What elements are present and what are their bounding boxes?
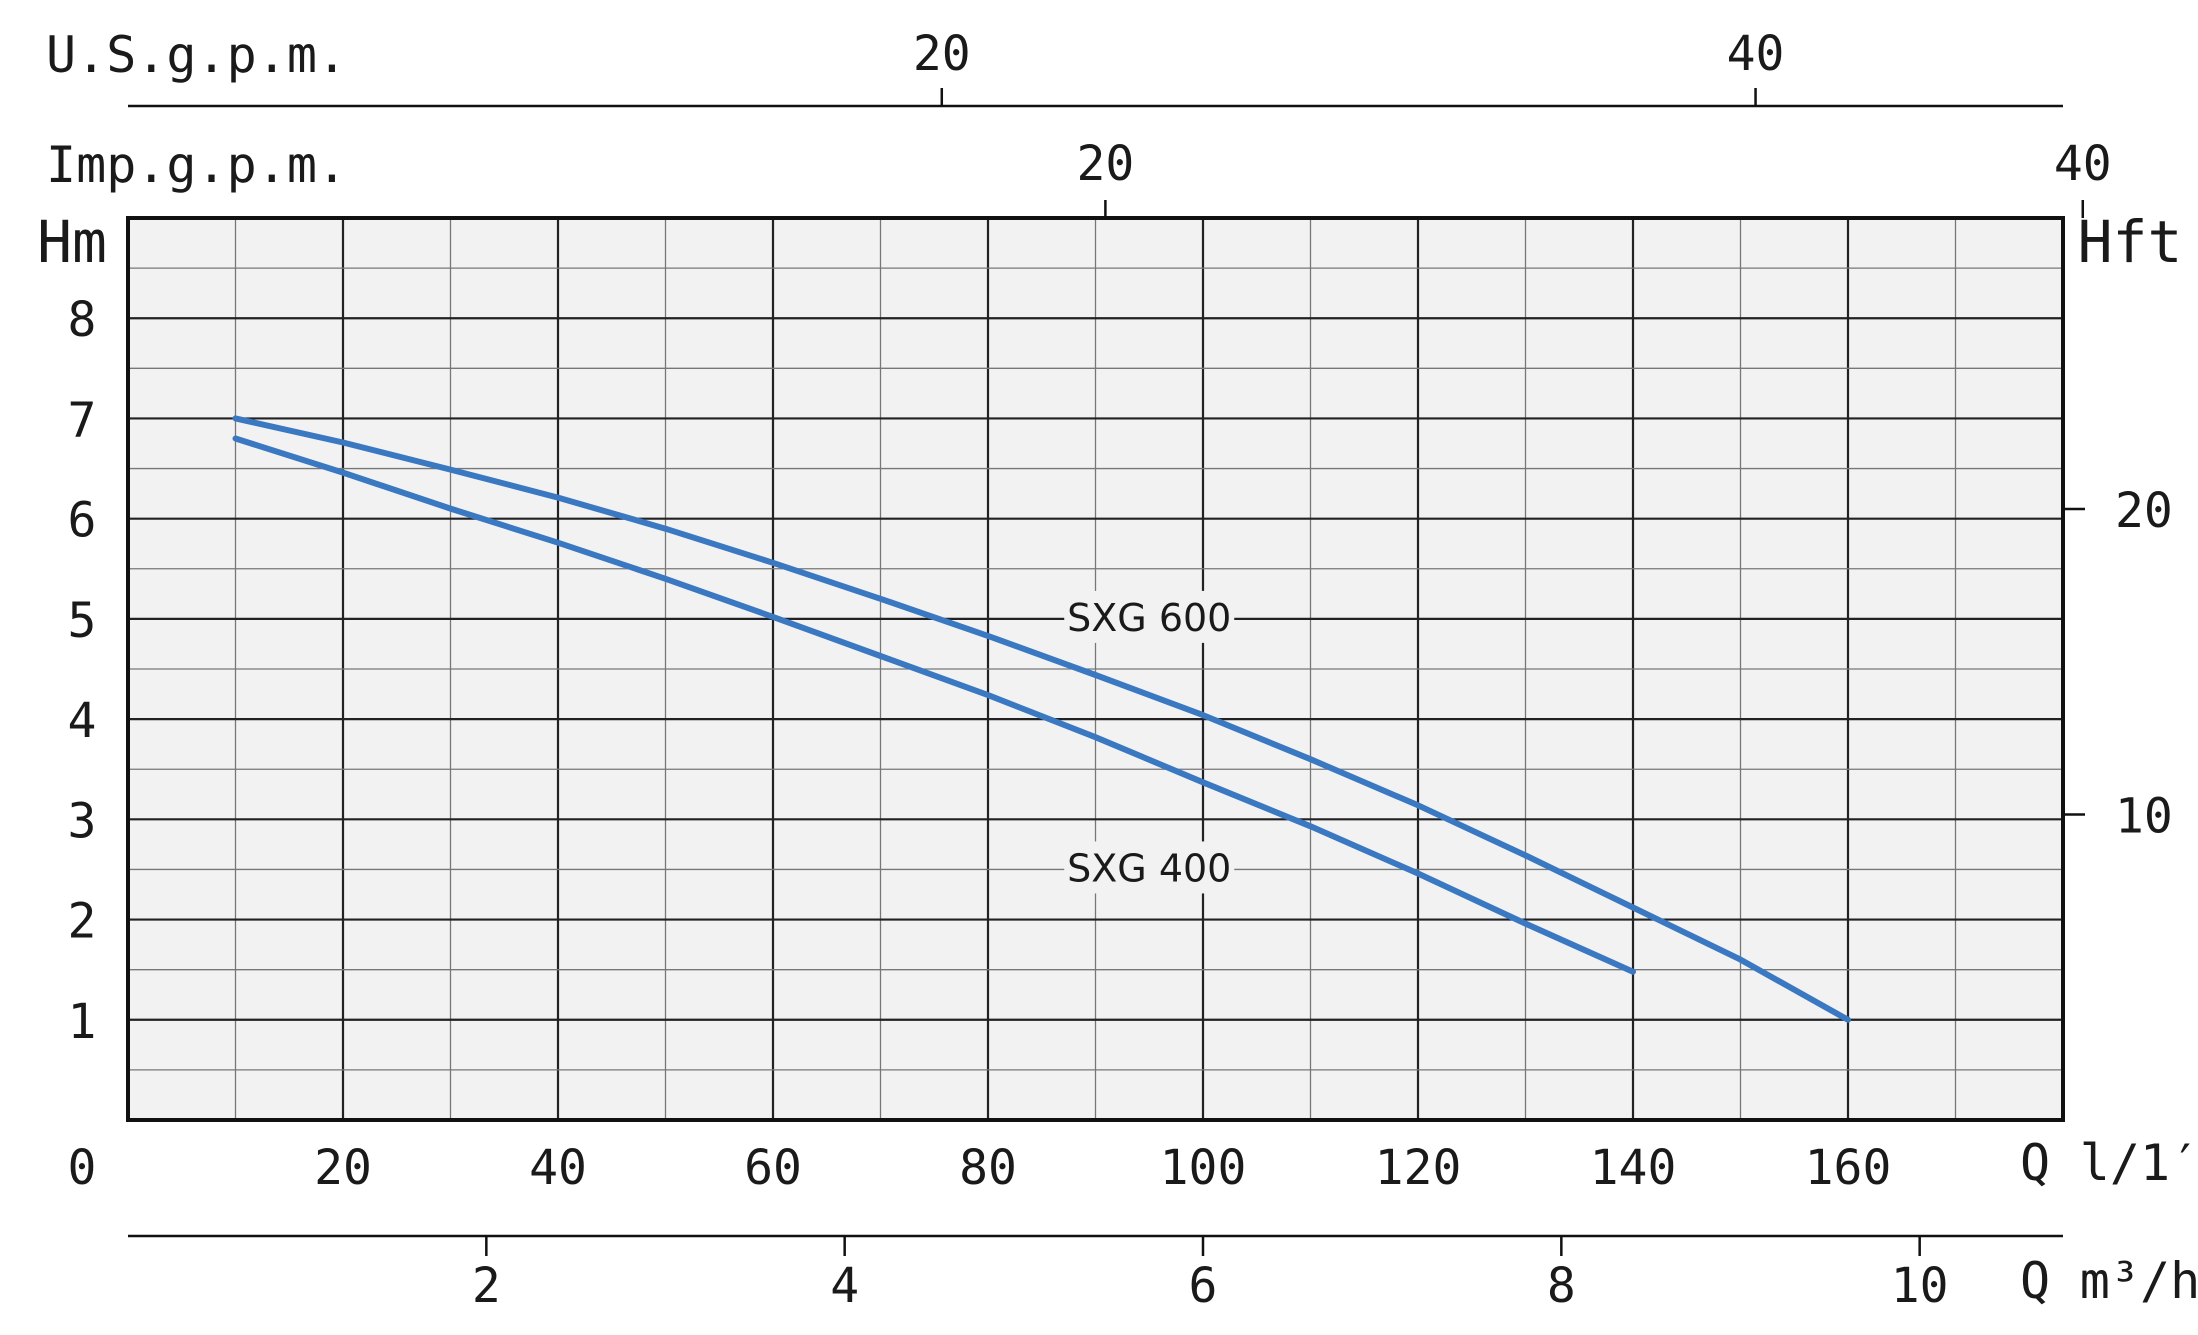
impgpm-tick-label: 40 [2054,136,2112,192]
m3h-tick-label: 10 [1891,1258,1949,1314]
plot-frame [126,216,2065,1122]
y-tick-label: 1 [68,994,97,1050]
m3h-q-label: Q [2020,1252,2050,1310]
y-tick-label: 5 [68,593,97,649]
impgpm-unit: Imp.g.p.m. [46,136,347,194]
usgpm-tick-label: 20 [913,26,971,82]
x-tick-label: 40 [529,1140,587,1196]
x-tick-label: 80 [959,1140,1017,1196]
m3h-unit: m³/h [2080,1252,2198,1310]
y-tick-label: 3 [68,793,97,849]
series-label: SXG 400 [1067,846,1231,890]
axis-layer [128,88,2085,1256]
y-tick-label: 8 [68,292,97,348]
series-label: SXG 600 [1067,596,1231,640]
x-tick-label: 100 [1160,1140,1247,1196]
y-axis-unit-right: Hft [2078,208,2183,276]
usgpm-unit: U.S.g.p.m. [46,26,347,84]
m3h-tick-label: 8 [1547,1258,1576,1314]
x-tick-label: 160 [1805,1140,1892,1196]
usgpm-tick-label: 40 [1727,26,1785,82]
m3h-tick-label: 6 [1189,1258,1218,1314]
y-right-tick-label: 20 [2115,483,2173,539]
x-origin-label: 0 [68,1140,97,1196]
x-tick-label: 20 [314,1140,372,1196]
y-tick-label: 7 [68,392,97,448]
y-tick-label: 4 [68,693,97,749]
y-tick-label: 2 [68,894,97,950]
x-tick-label: 60 [744,1140,802,1196]
m3h-tick-label: 4 [830,1258,859,1314]
y-axis-unit-left: Hm [37,208,107,276]
x-tick-label: 140 [1590,1140,1677,1196]
y-right-tick-label: 10 [2115,789,2173,845]
series-label-bg [1064,590,1235,643]
x-axis-unit: l/1′ [2080,1134,2198,1192]
series-line-sxg-600 [232,415,1851,1023]
series-line-sxg-400 [232,435,1636,975]
m3h-tick-label: 2 [472,1258,501,1314]
series-label-bg [1064,841,1235,894]
impgpm-tick-label: 20 [1076,136,1134,192]
x-axis-q-label: Q [2020,1134,2050,1192]
series-layer: SXG 600 SXG 400 [232,415,1851,1023]
y-tick-label: 6 [68,493,97,549]
x-tick-label: 120 [1375,1140,1462,1196]
